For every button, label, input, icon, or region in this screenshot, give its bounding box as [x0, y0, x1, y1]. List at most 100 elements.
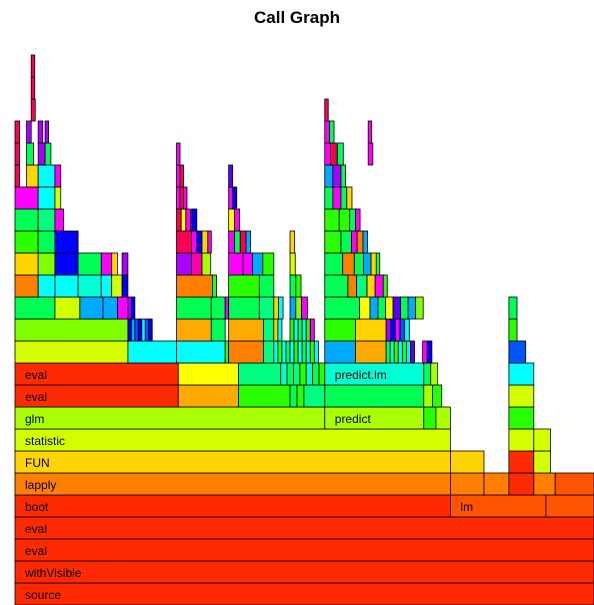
frame-box	[305, 318, 311, 342]
frame-box	[363, 252, 372, 276]
frame-rect	[410, 340, 415, 364]
frame-rect	[273, 340, 279, 364]
frame-rect	[554, 472, 594, 496]
frame-rect	[289, 340, 295, 364]
frame-box	[324, 98, 329, 122]
frame-rect	[359, 296, 371, 320]
frame-rect	[183, 186, 188, 210]
frame-rect	[324, 164, 334, 188]
frame-box	[176, 164, 181, 188]
frame-box	[432, 384, 443, 408]
frame-rect	[289, 384, 298, 408]
frame-label: statistic	[25, 434, 65, 448]
frame-rect	[289, 318, 295, 342]
frame-box	[30, 76, 36, 100]
frame-rect	[37, 120, 44, 144]
frame-box	[245, 230, 252, 254]
frame-rect	[258, 296, 275, 320]
frame-box	[289, 340, 295, 364]
frame-box	[370, 252, 377, 276]
frame-box: eval	[14, 384, 179, 408]
frame-rect	[508, 362, 535, 386]
frame-label: eval	[25, 368, 47, 382]
frame-rect	[332, 186, 342, 210]
frame-box	[355, 208, 361, 232]
frame-rect	[210, 318, 226, 342]
frame-rect	[324, 120, 330, 144]
frame-rect	[176, 142, 181, 166]
frame-rect	[301, 318, 307, 342]
frame-rect	[148, 318, 153, 342]
frame-box	[176, 142, 181, 166]
frame-box	[121, 252, 129, 276]
frame-rect	[130, 318, 136, 342]
frame-rect	[191, 230, 198, 254]
frame-rect	[238, 362, 282, 386]
frame-box	[349, 208, 356, 232]
frame-box	[410, 340, 415, 364]
frame-rect	[228, 340, 264, 364]
frame-box: eval	[14, 362, 179, 386]
frame-rect	[273, 296, 279, 320]
frame-rect	[324, 384, 425, 408]
frame-rect	[355, 318, 387, 342]
frame-box	[127, 340, 177, 364]
frame-box	[297, 318, 303, 342]
frame-rect	[179, 186, 184, 210]
frame-box	[423, 362, 432, 386]
frame-rect	[14, 230, 39, 254]
frame-rect	[54, 164, 62, 188]
frame-rect	[77, 274, 102, 298]
frame-box	[234, 208, 241, 232]
frame-rect	[392, 296, 402, 320]
frame-box	[450, 450, 485, 474]
frame-box	[100, 252, 113, 276]
frame-rect	[176, 252, 192, 276]
frame-label: glm	[25, 412, 44, 426]
frame-box	[79, 296, 104, 320]
frame-box	[483, 472, 510, 496]
frame-box	[332, 164, 342, 188]
frame-rect	[127, 296, 132, 320]
frame-rect	[350, 230, 358, 254]
frame-box	[289, 274, 297, 298]
frame-box	[111, 252, 118, 276]
frame-box	[14, 340, 129, 364]
frame-rect	[404, 318, 410, 342]
frame-rect	[44, 120, 49, 144]
frame-rect	[234, 230, 241, 254]
frame-box	[301, 318, 307, 342]
frame-box	[134, 318, 139, 342]
frame-box	[340, 164, 347, 188]
frame-box	[14, 230, 39, 254]
frame-rect	[422, 340, 428, 364]
frame-box	[293, 340, 299, 364]
frame-box	[374, 274, 384, 298]
frame-rect	[450, 472, 485, 496]
frame-box	[228, 340, 264, 364]
frame-rect	[100, 252, 113, 276]
frame-box	[278, 296, 284, 320]
frame-rect	[338, 208, 351, 232]
frame-box: lapply	[14, 472, 451, 496]
frame-box	[324, 318, 356, 342]
frame-rect	[37, 252, 56, 276]
frame-box	[289, 318, 295, 342]
frame-rect	[37, 230, 56, 254]
frame-rect	[324, 274, 349, 298]
frame-box	[37, 142, 46, 166]
frame-rect	[224, 296, 230, 320]
frame-box	[14, 142, 21, 166]
frame-rect	[508, 450, 535, 474]
frame-box	[180, 208, 187, 232]
frame-box	[508, 340, 527, 364]
frame-box	[251, 252, 264, 276]
frame-rect	[324, 208, 340, 232]
frame-box	[117, 296, 129, 320]
frame-rect	[285, 340, 291, 364]
frame-box	[337, 142, 344, 166]
frame-rect	[324, 252, 344, 276]
frame-rect	[228, 252, 244, 276]
frame-rect	[349, 208, 356, 232]
frame-box	[102, 296, 118, 320]
